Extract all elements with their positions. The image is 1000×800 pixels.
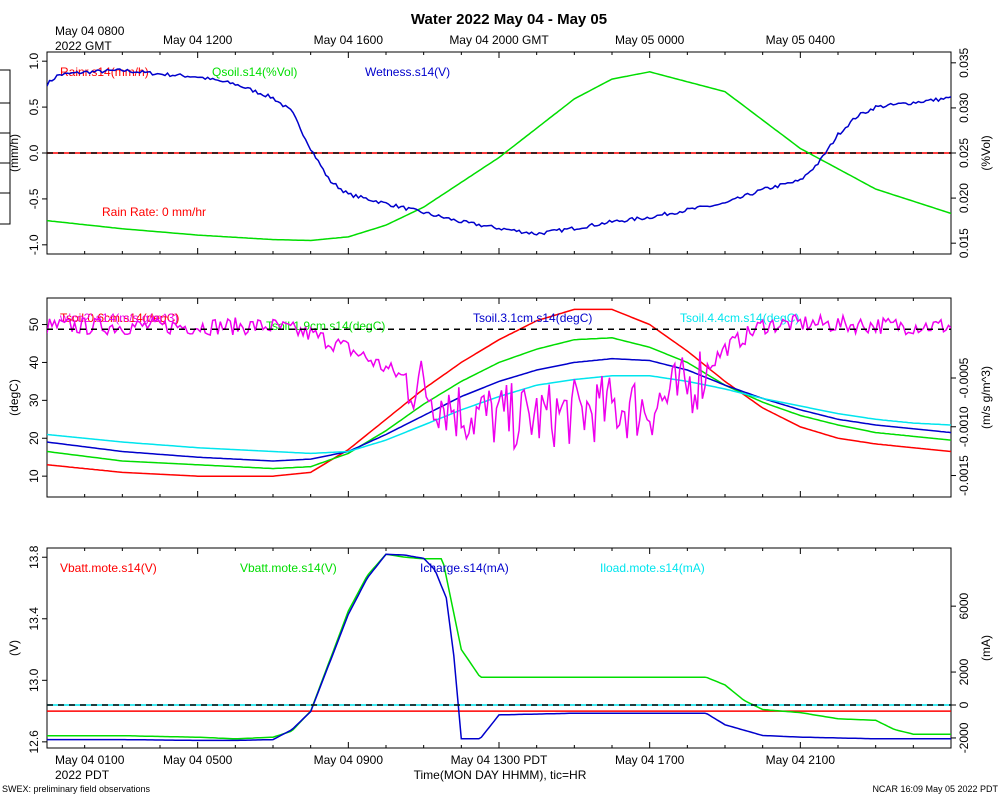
y-right-tick-label: 0.025 (957, 138, 971, 168)
footer-right: NCAR 16:09 May 05 2022 PDT (872, 784, 998, 794)
series-line-Tsoil.1.9cm.s14(degC) (47, 337, 951, 470)
y-right-tick-label: 2000 (957, 658, 971, 685)
bottom-axis-start-line2: 2022 PDT (55, 768, 110, 782)
y-right-tick-label: 0 (957, 701, 971, 708)
y-left-tick-label: 30 (27, 393, 41, 407)
top-time-tick-label: May 04 1600 (314, 33, 384, 47)
y-right-tick-label: -0.0015 (957, 455, 971, 496)
top-time-tick-label: May 04 1200 (163, 33, 233, 47)
y-right-tick-label: 6000 (957, 592, 971, 619)
panel-2: 50 40 30 20 10 -0.0005 -0.0010 -0.0015 (degC) (m/… (7, 297, 993, 498)
legend-label: Tsoil.3.1cm.s14(degC) (473, 311, 592, 325)
y-right-label: (%Vol) (979, 135, 993, 170)
y-right-tick-label: 0.020 (957, 183, 971, 213)
y-left-tick-label: 12.6 (27, 730, 41, 754)
bottom-time-tick-label: May 04 1700 (615, 753, 685, 767)
time-axes: May 04 1200 May 04 1600 May 04 2000 GMT May… (163, 33, 835, 767)
y-left-tick-label: 13.0 (27, 668, 41, 692)
y-left-tick-label: 40 (27, 355, 41, 369)
panel-annotation: Rain Rate: 0 mm/hr (102, 205, 206, 219)
legend-label: Wetness.s14(V) (365, 65, 450, 79)
series-line-Qsoil.s14(%Vol) (47, 71, 951, 242)
panel-frame (46, 547, 952, 749)
y-left-tick-label: -0.5 (27, 188, 41, 209)
y-left-tick-label: 13.4 (27, 607, 41, 631)
y-right-tick-label: 0.030 (957, 93, 971, 123)
y-right-label: (m/s g/m^3) (979, 366, 993, 429)
panel-3: 13.8 13.4 13.0 12.6 6000 2000 0 -2000 (V) (mA) Vba… (7, 545, 993, 753)
y-left-label: (mm/h) (7, 134, 21, 172)
legend-label: w'co2'.s14(m/s g/m^3) (59, 311, 178, 325)
panels: 1.0 0.5 0.0 -0.5 -1.0 0.035 0.030 0.025 0.020 0.0… (7, 47, 993, 753)
y-left-tick-label: -1.0 (27, 234, 41, 255)
y-right-tick-label: 0.015 (957, 228, 971, 258)
series-line-Vbatt.mote.s14(V) (47, 553, 951, 740)
top-time-tick-label: May 05 0400 (766, 33, 836, 47)
y-right-tick-label: -2000 (957, 722, 971, 753)
figure-title: Water 2022 May 04 - May 05 (411, 11, 607, 28)
y-right-tick-label: -0.0010 (957, 406, 971, 447)
legend-label: Vbatt.mote.s14(V) (60, 561, 157, 575)
top-time-tick-label: May 04 2000 GMT (449, 33, 549, 47)
y-left-label: (V) (7, 640, 21, 656)
bottom-time-tick-label: May 04 0500 (163, 753, 233, 767)
y-left-tick-label: 1.0 (27, 53, 41, 70)
y-left-tick-label: 50 (27, 318, 41, 332)
legend-label: Vbatt.mote.s14(V) (240, 561, 337, 575)
y-right-tick-label: 0.035 (957, 47, 971, 77)
legend-label: Qsoil.s14(%Vol) (212, 65, 297, 79)
bottom-time-tick-label: May 04 2100 (766, 753, 836, 767)
top-axis-start-line2: 2022 GMT (55, 39, 112, 53)
series-line-Wetness.s14(V) (47, 68, 951, 236)
bottom-time-tick-label: May 04 0900 (314, 753, 384, 767)
series-line-Tsoil.3.1cm.s14(degC) (47, 357, 951, 462)
x-axis-label: Time(MON DAY HHMM), tic=HR (414, 768, 587, 782)
y-left-tick-label: 0.5 (27, 98, 41, 115)
y-left-label: (degC) (7, 379, 21, 416)
panel-1: 1.0 0.5 0.0 -0.5 -1.0 0.035 0.030 0.025 0.020 0.0… (7, 47, 993, 258)
y-left-tick-label: 20 (27, 431, 41, 445)
bottom-axis-start-line1: May 04 0100 (55, 753, 125, 767)
footer-left: SWEX: preliminary field observations (2, 784, 151, 794)
y-left-tick-label: 13.8 (27, 545, 41, 569)
y-left-tick-label: 10 (27, 469, 41, 483)
bottom-time-tick-label: May 04 1300 PDT (451, 753, 548, 767)
legend-label: Tsoil.1.9cm.s14(degC) (266, 319, 385, 333)
series-line-w'co2'.s14(m/s g/m^3) (47, 312, 951, 452)
y-right-tick-label: -0.0005 (957, 357, 971, 398)
series-line-Tsoil.0.6cm.s14(degC) (47, 308, 951, 477)
y-right-label: (mA) (979, 635, 993, 661)
top-time-tick-label: May 05 0000 (615, 33, 685, 47)
series-line-Icharge.s14(mA) (47, 553, 951, 742)
legend-label: Iload.mote.s14(mA) (600, 561, 705, 575)
legend-label: Tsoil.0.6cm.s14(degC) (60, 311, 179, 325)
top-axis-start-line1: May 04 0800 (55, 24, 125, 38)
series-line-Tsoil.4.4cm.s14(degC) (47, 374, 951, 455)
legend-label: Icharge.s14(mA) (420, 561, 509, 575)
legend-key-box (0, 69, 11, 225)
y-left-tick-label: 0.0 (27, 144, 41, 161)
legend-label: Tsoil.4.4cm.s14(degC) (680, 311, 799, 325)
